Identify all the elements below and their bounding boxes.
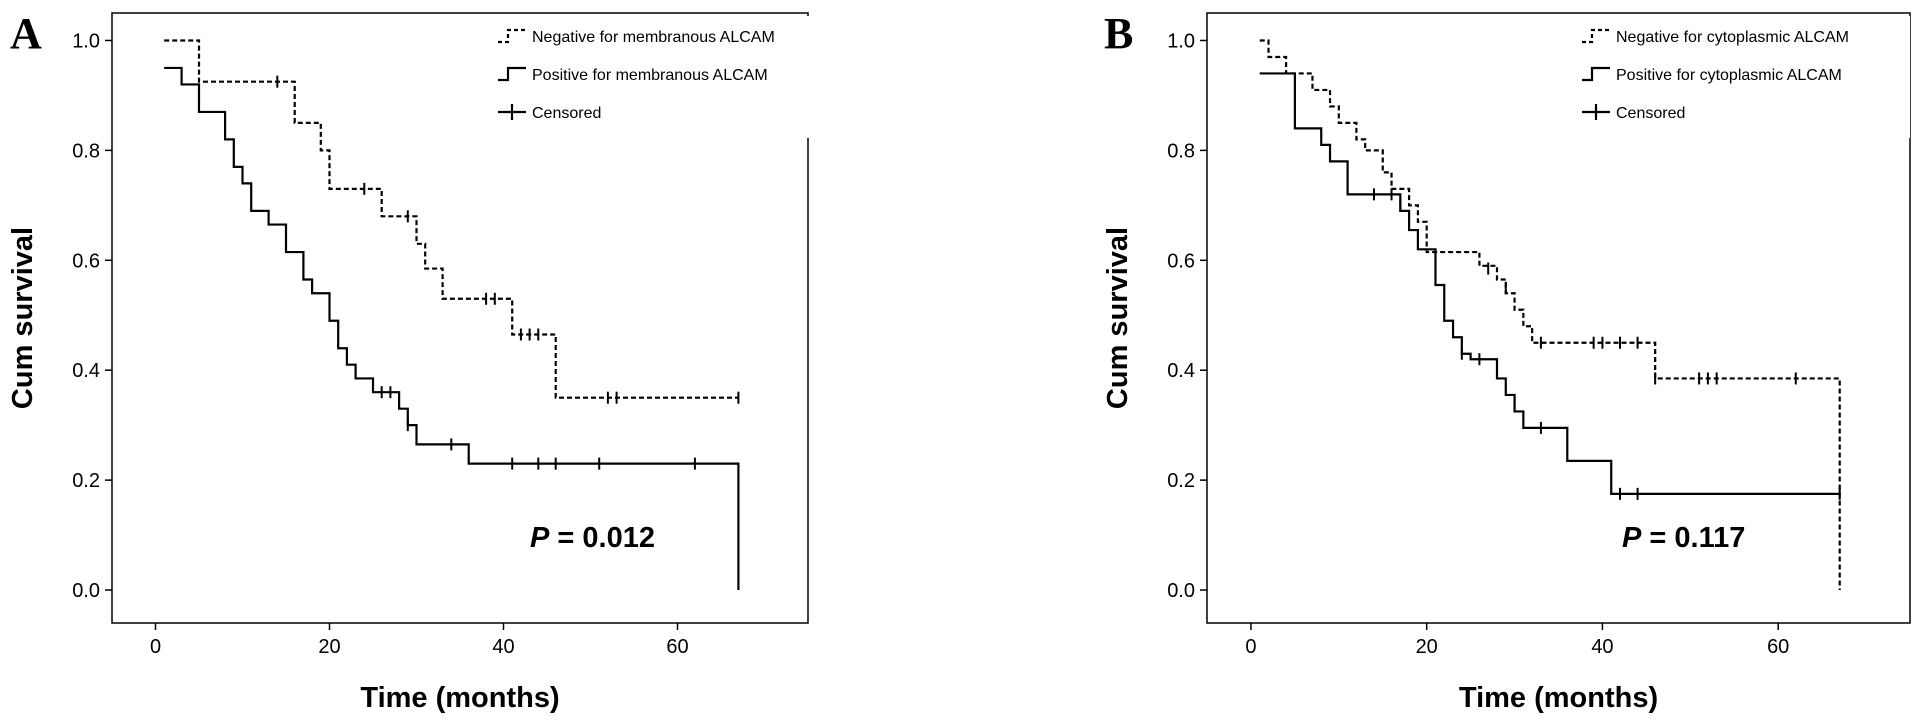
- p-value-number: = 0.012: [549, 522, 655, 554]
- p-value-symbol: P: [1622, 522, 1642, 554]
- series-line-positive: [1259, 72, 1840, 495]
- series-line-negative: [164, 39, 739, 399]
- legend-swatch-negative: [1582, 28, 1610, 44]
- chart-panel-a: A 0.0 0.2 0.4 0.6 0.8 1.0 0 20 40 60 Time (months)…: [0, 0, 956, 724]
- legend-label: Negative for cytoplasmic ALCAM: [1616, 29, 1849, 46]
- series-line-positive: [164, 66, 740, 591]
- legend-label: Censored: [1616, 105, 1685, 122]
- plot-frame: [1206, 12, 1911, 624]
- y-tick-label: 0.6: [72, 250, 100, 272]
- y-tick-label: 0.4: [1167, 360, 1195, 382]
- y-axis-label: Cum survival: [1102, 227, 1134, 409]
- y-tick-label: 1.0: [1167, 30, 1195, 52]
- x-axis-label: Time (months): [360, 682, 559, 714]
- x-tick-label: 0: [150, 636, 161, 658]
- legend-label: Censored: [532, 105, 601, 122]
- y-tick-label: 0.4: [72, 360, 100, 382]
- p-value-number: = 0.117: [1641, 522, 1745, 554]
- legend-label: Negative for membranous ALCAM: [532, 29, 775, 46]
- y-tick-label: 0.0: [1167, 580, 1195, 602]
- x-tick-label: 40: [492, 636, 514, 658]
- x-tick-label: 0: [1245, 636, 1256, 658]
- legend-box: [1574, 16, 1910, 138]
- x-tick-label: 60: [1767, 636, 1789, 658]
- legend-label: Positive for cytoplasmic ALCAM: [1616, 67, 1842, 84]
- legend-label: Positive for membranous ALCAM: [532, 67, 768, 84]
- km-plot-a: 0.0 0.2 0.4 0.6 0.8 1.0 0 20 40 60 Time (months) Cu…: [7, 12, 820, 714]
- legend-swatch-negative: [498, 28, 526, 44]
- km-plot-b: 0.0 0.2 0.4 0.6 0.8 1.0 0 20 40 60 Time (months) Cu…: [1102, 12, 1911, 714]
- y-tick-label: 0.2: [1167, 470, 1195, 492]
- panel-letter-b: B: [1104, 9, 1134, 58]
- panel-letter-a: A: [10, 9, 42, 58]
- p-value-annotation: P = 0.117: [1622, 522, 1745, 554]
- series-line-negative: [1259, 39, 1841, 591]
- legend-box: [490, 16, 820, 138]
- y-tick-label: 1.0: [72, 30, 100, 52]
- y-tick-label: 0.8: [72, 140, 100, 162]
- x-tick-label: 60: [666, 636, 688, 658]
- p-value-annotation: P = 0.012: [530, 522, 655, 554]
- y-tick-label: 0.6: [1167, 250, 1195, 272]
- plot-frame: [111, 12, 809, 624]
- y-tick-label: 0.0: [72, 580, 100, 602]
- x-tick-label: 20: [1416, 636, 1438, 658]
- y-tick-label: 0.2: [72, 470, 100, 492]
- p-value-symbol: P: [530, 522, 550, 554]
- x-tick-label: 20: [318, 636, 340, 658]
- legend-swatch-positive: [498, 66, 526, 82]
- x-tick-label: 40: [1591, 636, 1613, 658]
- legend-swatch-positive: [1582, 66, 1610, 82]
- x-axis-label: Time (months): [1459, 682, 1658, 714]
- chart-panel-b: B 0.0 0.2 0.4 0.6 0.8 1.0 0 20 40 60 Time (months)…: [1092, 0, 1913, 724]
- y-tick-label: 0.8: [1167, 140, 1195, 162]
- y-axis-label: Cum survival: [7, 227, 39, 409]
